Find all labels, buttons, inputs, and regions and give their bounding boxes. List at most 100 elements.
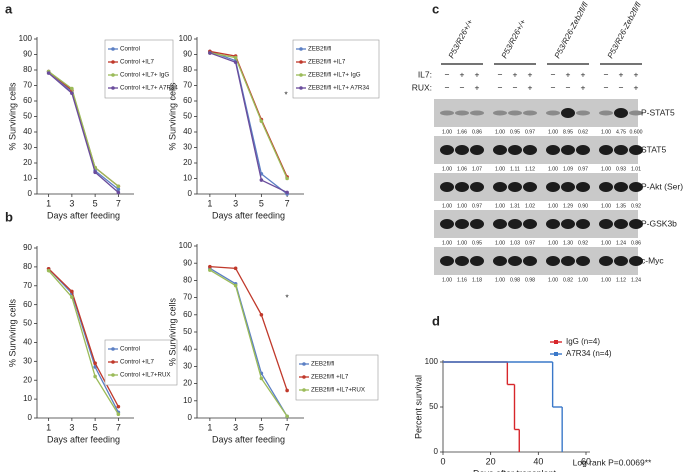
band-quant: 1.12	[616, 277, 626, 283]
series-line	[209, 52, 288, 179]
y-tick-label: 50	[429, 402, 438, 411]
blot-band	[508, 219, 522, 229]
blot-band	[523, 219, 537, 229]
y-tick-label: 100	[425, 357, 439, 366]
y-tick-label: 30	[183, 143, 192, 152]
y-tick-label: 50	[183, 327, 192, 336]
y-tick-label: 20	[23, 375, 32, 384]
band-quant: 1.00	[457, 203, 467, 209]
blot-band	[508, 256, 522, 266]
band-quant: 1.00	[442, 240, 452, 246]
data-point	[233, 55, 238, 60]
band-quant: 1.06	[457, 166, 467, 172]
band-quant: 0.86	[631, 240, 641, 246]
data-point	[70, 295, 74, 299]
blot-band	[455, 219, 469, 229]
data-point	[93, 361, 97, 366]
y-tick-label: 70	[23, 281, 32, 290]
band-quant: 8.95	[563, 129, 573, 135]
y-tick-label: 0	[188, 189, 193, 198]
panel-label: b	[5, 209, 13, 224]
treatment-sign: +	[634, 69, 639, 79]
legend-label: Control +IL7	[120, 59, 154, 66]
legend-label: IgG (n=4)	[566, 337, 600, 346]
blot-band	[440, 219, 454, 229]
band-quant: 0.90	[578, 203, 588, 209]
series-line	[48, 268, 119, 413]
blot-band	[493, 110, 507, 116]
band-quant: 1.09	[563, 166, 573, 172]
x-tick-label: 7	[116, 422, 121, 432]
x-tick-label: 3	[233, 422, 238, 432]
data-point	[233, 283, 238, 288]
legend-label: ZEB2fl/fl +IL7+ IgG	[308, 72, 361, 79]
y-axis-title: Percent survival	[413, 375, 423, 439]
band-quant: 1.00	[601, 277, 611, 283]
treatment-sign: −	[566, 82, 571, 92]
blot-band	[455, 182, 469, 192]
blot-band	[546, 110, 560, 116]
legend-marker	[302, 362, 306, 366]
blot-band	[455, 256, 469, 266]
band-quant: 1.03	[510, 240, 520, 246]
data-point	[259, 119, 264, 123]
y-tick-label: 20	[183, 379, 192, 388]
x-tick-label: 1	[207, 198, 212, 208]
x-tick-label: 5	[93, 198, 98, 208]
blot-band	[470, 182, 484, 192]
y-tick-label: 70	[183, 293, 192, 302]
band-quant: 0.92	[631, 203, 641, 209]
band-quant: 1.00	[442, 166, 452, 172]
x-axis-title: Days after feeding	[212, 434, 285, 444]
blot-band	[440, 256, 454, 266]
legend-label: Control +IL7+ IgG	[120, 72, 169, 79]
y-tick-label: 70	[183, 81, 192, 90]
blot-band	[440, 145, 454, 155]
legend-label: ZEB2fl/fl +IL7	[308, 59, 346, 66]
band-quant: 1.12	[525, 166, 535, 172]
y-tick-label: 90	[183, 50, 192, 59]
annotation: *	[284, 89, 288, 99]
y-tick-label: 80	[183, 65, 192, 74]
blot-band	[629, 110, 643, 116]
legend-marker	[302, 375, 306, 379]
legend-marker	[302, 388, 306, 392]
annotation: Log rank P=0.0069**	[573, 457, 652, 467]
y-tick-label: 40	[23, 127, 32, 136]
blot-band	[523, 110, 537, 116]
y-tick-label: 90	[183, 258, 192, 267]
blot-band	[440, 110, 454, 116]
x-axis-title: Days after feeding	[47, 434, 120, 444]
x-tick-label: 20	[486, 456, 496, 466]
treatment-sign: +	[475, 69, 480, 79]
band-quant: 1.02	[525, 203, 535, 209]
blot-band	[576, 145, 590, 155]
blot-band	[614, 256, 628, 266]
band-quant: 0.98	[510, 277, 520, 283]
blot-band	[576, 256, 590, 266]
treatment-sign: +	[460, 69, 465, 79]
series-line	[209, 50, 288, 195]
y-tick-label: 60	[23, 300, 32, 309]
row-label: P-Akt (Ser)	[641, 181, 683, 191]
blot-band	[576, 110, 590, 116]
treatment-sign: −	[498, 82, 503, 92]
data-point	[116, 184, 121, 189]
x-tick-label: 3	[69, 198, 74, 208]
blot-band	[614, 145, 628, 155]
band-quant: 1.00	[495, 166, 505, 172]
x-tick-label: 1	[46, 422, 51, 432]
legend-box	[292, 39, 380, 99]
y-tick-label: 30	[183, 362, 192, 371]
blot-band	[561, 219, 575, 229]
band-quant: 1.00	[457, 240, 467, 246]
treatment-sign: −	[604, 69, 609, 79]
blot-band	[561, 108, 575, 118]
y-tick-label: 50	[23, 319, 32, 328]
data-point	[208, 268, 212, 272]
blot-band	[561, 145, 575, 155]
x-tick-label: 0	[440, 456, 445, 466]
x-tick-label: 5	[259, 422, 264, 432]
legend-label: ZEB2fl/fl	[311, 361, 334, 368]
blot-band	[629, 145, 643, 155]
